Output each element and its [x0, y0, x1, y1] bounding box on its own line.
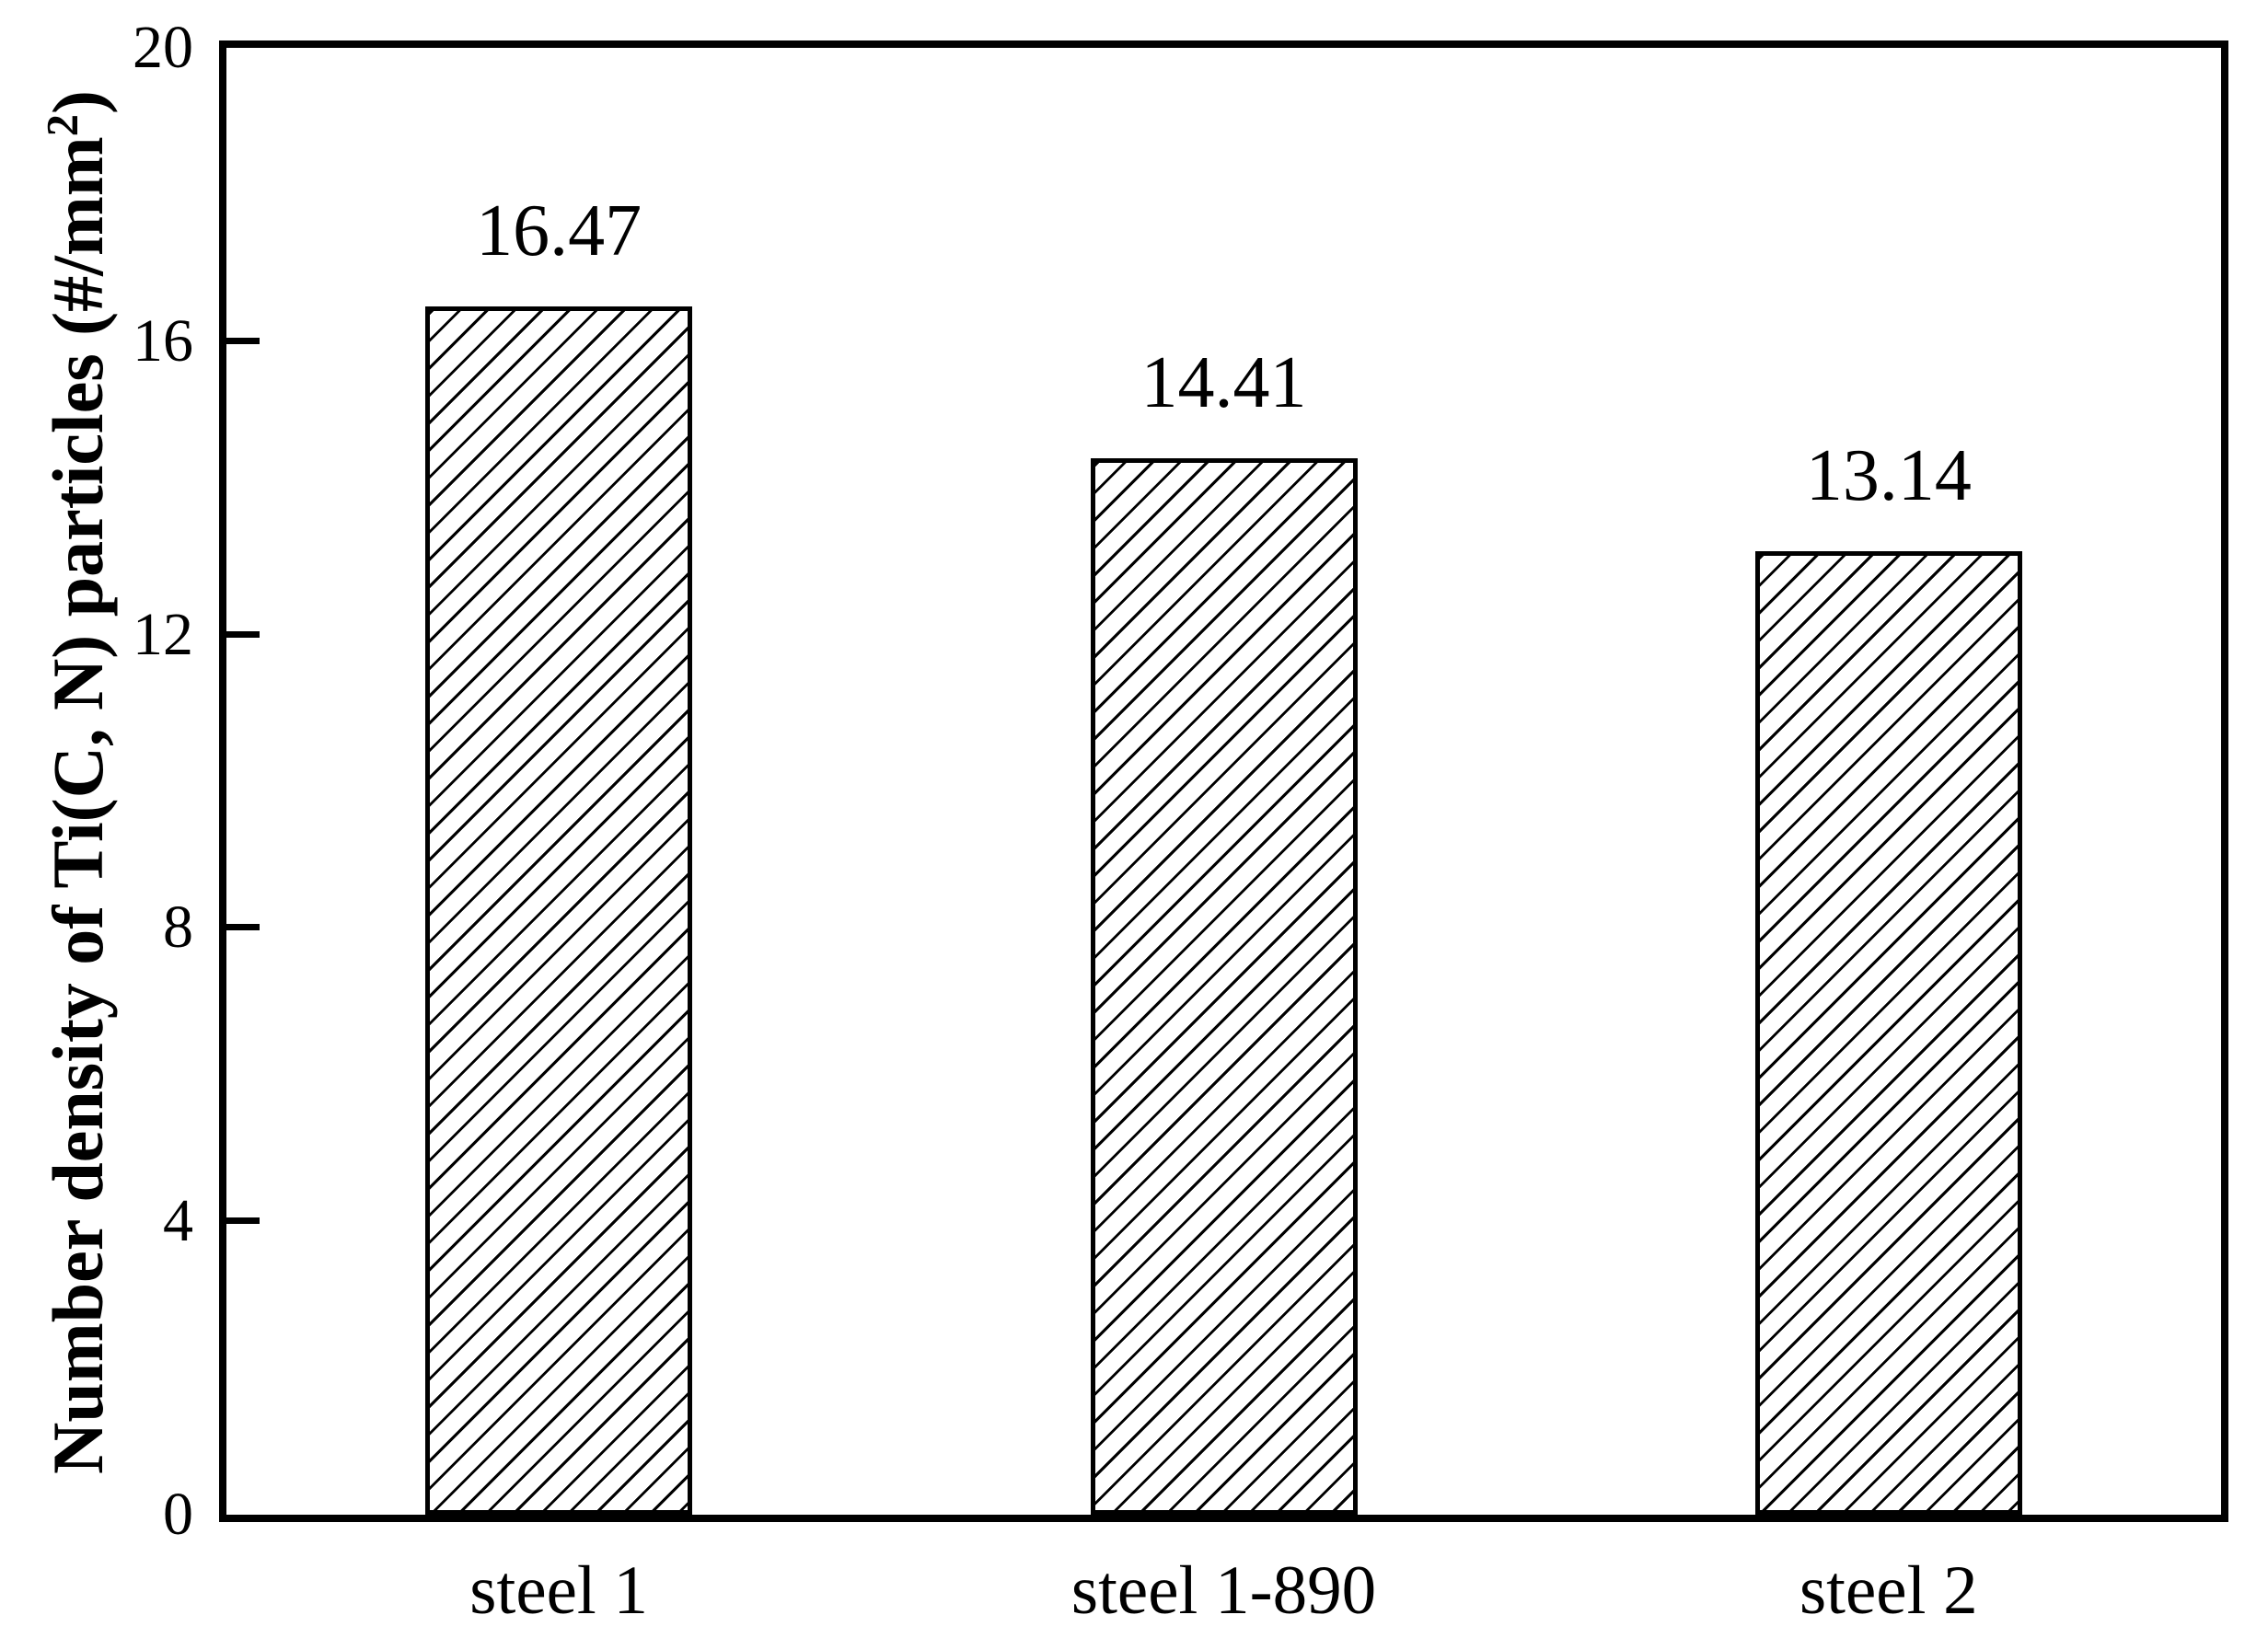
y-axis-title-text: Number density of Ti(C, N) particles (#/…	[38, 136, 118, 1474]
plot-frame	[219, 40, 2228, 1522]
y-axis-title: Number density of Ti(C, N) particles (#/…	[28, 41, 129, 1523]
x-category-label-steel-1: steel 1	[469, 1552, 648, 1629]
y-tick-label-8: 8	[163, 894, 193, 962]
y-tick-label-0: 0	[163, 1481, 193, 1548]
bar-steel-2	[1754, 550, 2022, 1515]
bar-value-label-steel-1: 16.47	[476, 190, 642, 272]
y-tick-label-12: 12	[133, 600, 193, 668]
bar-steel-1	[425, 306, 693, 1515]
y-tick-mark-16	[226, 337, 260, 344]
bar-value-label-steel-1-890: 14.41	[1140, 341, 1307, 423]
y-tick-mark-8	[226, 924, 260, 931]
bar-value-label-steel-2: 13.14	[1805, 434, 1972, 516]
y-axis-title-superscript: 2	[39, 114, 87, 137]
y-tick-mark-12	[226, 630, 260, 638]
x-category-label-steel-1-890: steel 1-890	[1070, 1552, 1377, 1629]
y-axis-title-suffix: )	[38, 90, 118, 115]
y-tick-label-16: 16	[133, 306, 193, 375]
bar-steel-1-890	[1090, 457, 1358, 1515]
x-category-label-steel-2: steel 2	[1799, 1552, 1978, 1629]
y-tick-label-20: 20	[133, 14, 193, 81]
y-tick-label-4: 4	[163, 1187, 193, 1255]
y-tick-mark-4	[226, 1217, 260, 1225]
